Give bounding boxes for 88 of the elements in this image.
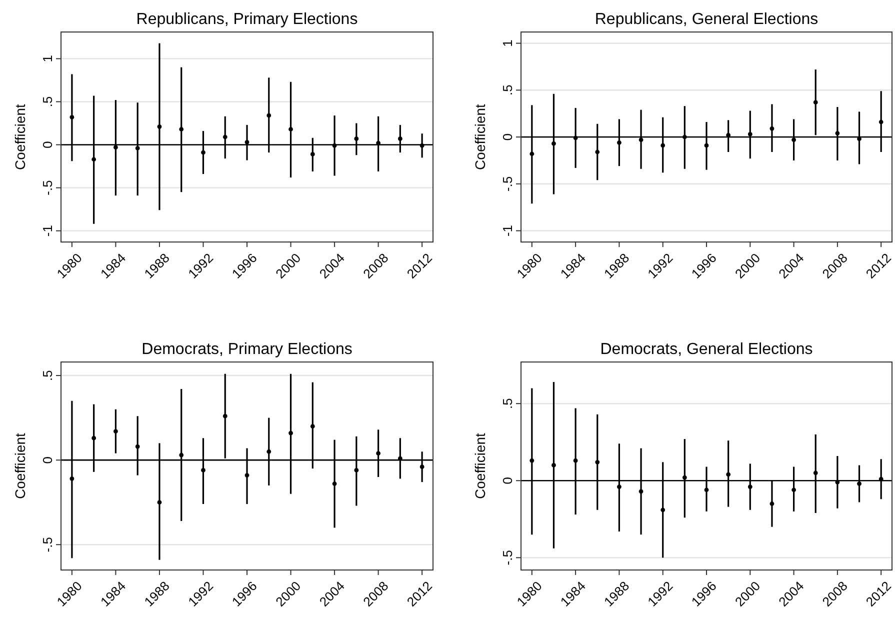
point bbox=[595, 150, 600, 154]
point bbox=[244, 473, 250, 478]
point bbox=[244, 140, 250, 144]
point bbox=[617, 140, 622, 145]
point bbox=[157, 124, 162, 129]
point bbox=[201, 468, 206, 472]
point bbox=[92, 157, 96, 162]
point bbox=[704, 143, 709, 148]
point bbox=[70, 115, 74, 120]
point bbox=[573, 458, 578, 463]
point bbox=[135, 146, 140, 150]
y-axis-title: Coefficient bbox=[12, 104, 28, 170]
point bbox=[354, 468, 359, 472]
y-tick-label: -.5 bbox=[500, 550, 515, 566]
point bbox=[704, 488, 709, 492]
y-tick-label: .5 bbox=[500, 398, 515, 410]
y-tick-label: .5 bbox=[40, 370, 55, 381]
point bbox=[617, 484, 622, 489]
point bbox=[813, 100, 818, 105]
point bbox=[114, 145, 118, 150]
point bbox=[748, 484, 752, 489]
point bbox=[92, 436, 96, 440]
point bbox=[222, 414, 228, 418]
point bbox=[530, 152, 534, 156]
point bbox=[573, 136, 578, 140]
point bbox=[354, 136, 359, 141]
point bbox=[179, 127, 184, 132]
y-tick-label: -.5 bbox=[40, 180, 55, 196]
point bbox=[638, 489, 644, 494]
y-tick-label: .5 bbox=[40, 96, 55, 108]
point bbox=[420, 143, 424, 148]
point bbox=[770, 126, 774, 131]
point bbox=[310, 152, 315, 156]
point bbox=[878, 476, 884, 482]
point bbox=[332, 143, 337, 148]
y-tick-label: 0 bbox=[40, 456, 55, 464]
y-axis-title: Coefficient bbox=[472, 104, 488, 170]
chart-title: Republicans, General Elections bbox=[594, 11, 818, 28]
y-tick-label: -.5 bbox=[500, 176, 515, 192]
point bbox=[70, 476, 74, 481]
y-axis-title: Coefficient bbox=[472, 432, 488, 499]
point bbox=[398, 136, 402, 141]
point bbox=[638, 138, 644, 142]
point bbox=[420, 464, 424, 470]
point bbox=[376, 140, 380, 146]
y-tick-label: 0 bbox=[40, 141, 55, 148]
point bbox=[157, 500, 162, 505]
point bbox=[114, 429, 118, 434]
point bbox=[332, 482, 337, 486]
y-tick-label: -1 bbox=[500, 224, 515, 237]
point bbox=[266, 113, 272, 118]
y-tick-label: 0 bbox=[500, 477, 515, 484]
point bbox=[835, 131, 840, 136]
point bbox=[179, 452, 184, 458]
point bbox=[792, 488, 796, 492]
point bbox=[682, 475, 687, 480]
y-tick-label: -1 bbox=[40, 225, 55, 237]
point bbox=[201, 150, 206, 155]
point bbox=[288, 127, 293, 132]
point bbox=[682, 134, 687, 140]
point bbox=[726, 472, 731, 477]
point bbox=[660, 508, 666, 512]
y-tick-label: 1 bbox=[40, 55, 55, 62]
y-tick-label: 0 bbox=[500, 133, 515, 141]
y-tick-label: .5 bbox=[500, 84, 515, 96]
y-axis-title: Coefficient bbox=[12, 432, 28, 499]
chart-title: Democrats, Primary Elections bbox=[142, 341, 352, 358]
point bbox=[288, 430, 293, 436]
point bbox=[552, 141, 556, 146]
point bbox=[266, 449, 272, 454]
point bbox=[792, 138, 796, 142]
point bbox=[376, 451, 380, 456]
point bbox=[135, 444, 140, 449]
point bbox=[770, 502, 774, 506]
point bbox=[595, 460, 600, 464]
point bbox=[552, 463, 556, 468]
point bbox=[530, 458, 534, 463]
point bbox=[857, 482, 862, 486]
y-tick-label: 1 bbox=[500, 40, 515, 47]
point bbox=[660, 143, 666, 148]
point bbox=[310, 424, 315, 428]
point bbox=[878, 120, 884, 124]
y-tick-label: -.5 bbox=[40, 537, 55, 552]
point bbox=[222, 134, 228, 140]
chart-title: Democrats, General Elections bbox=[600, 341, 813, 358]
chart-title: Republicans, Primary Elections bbox=[136, 11, 358, 28]
point bbox=[748, 132, 752, 136]
point bbox=[813, 470, 818, 476]
